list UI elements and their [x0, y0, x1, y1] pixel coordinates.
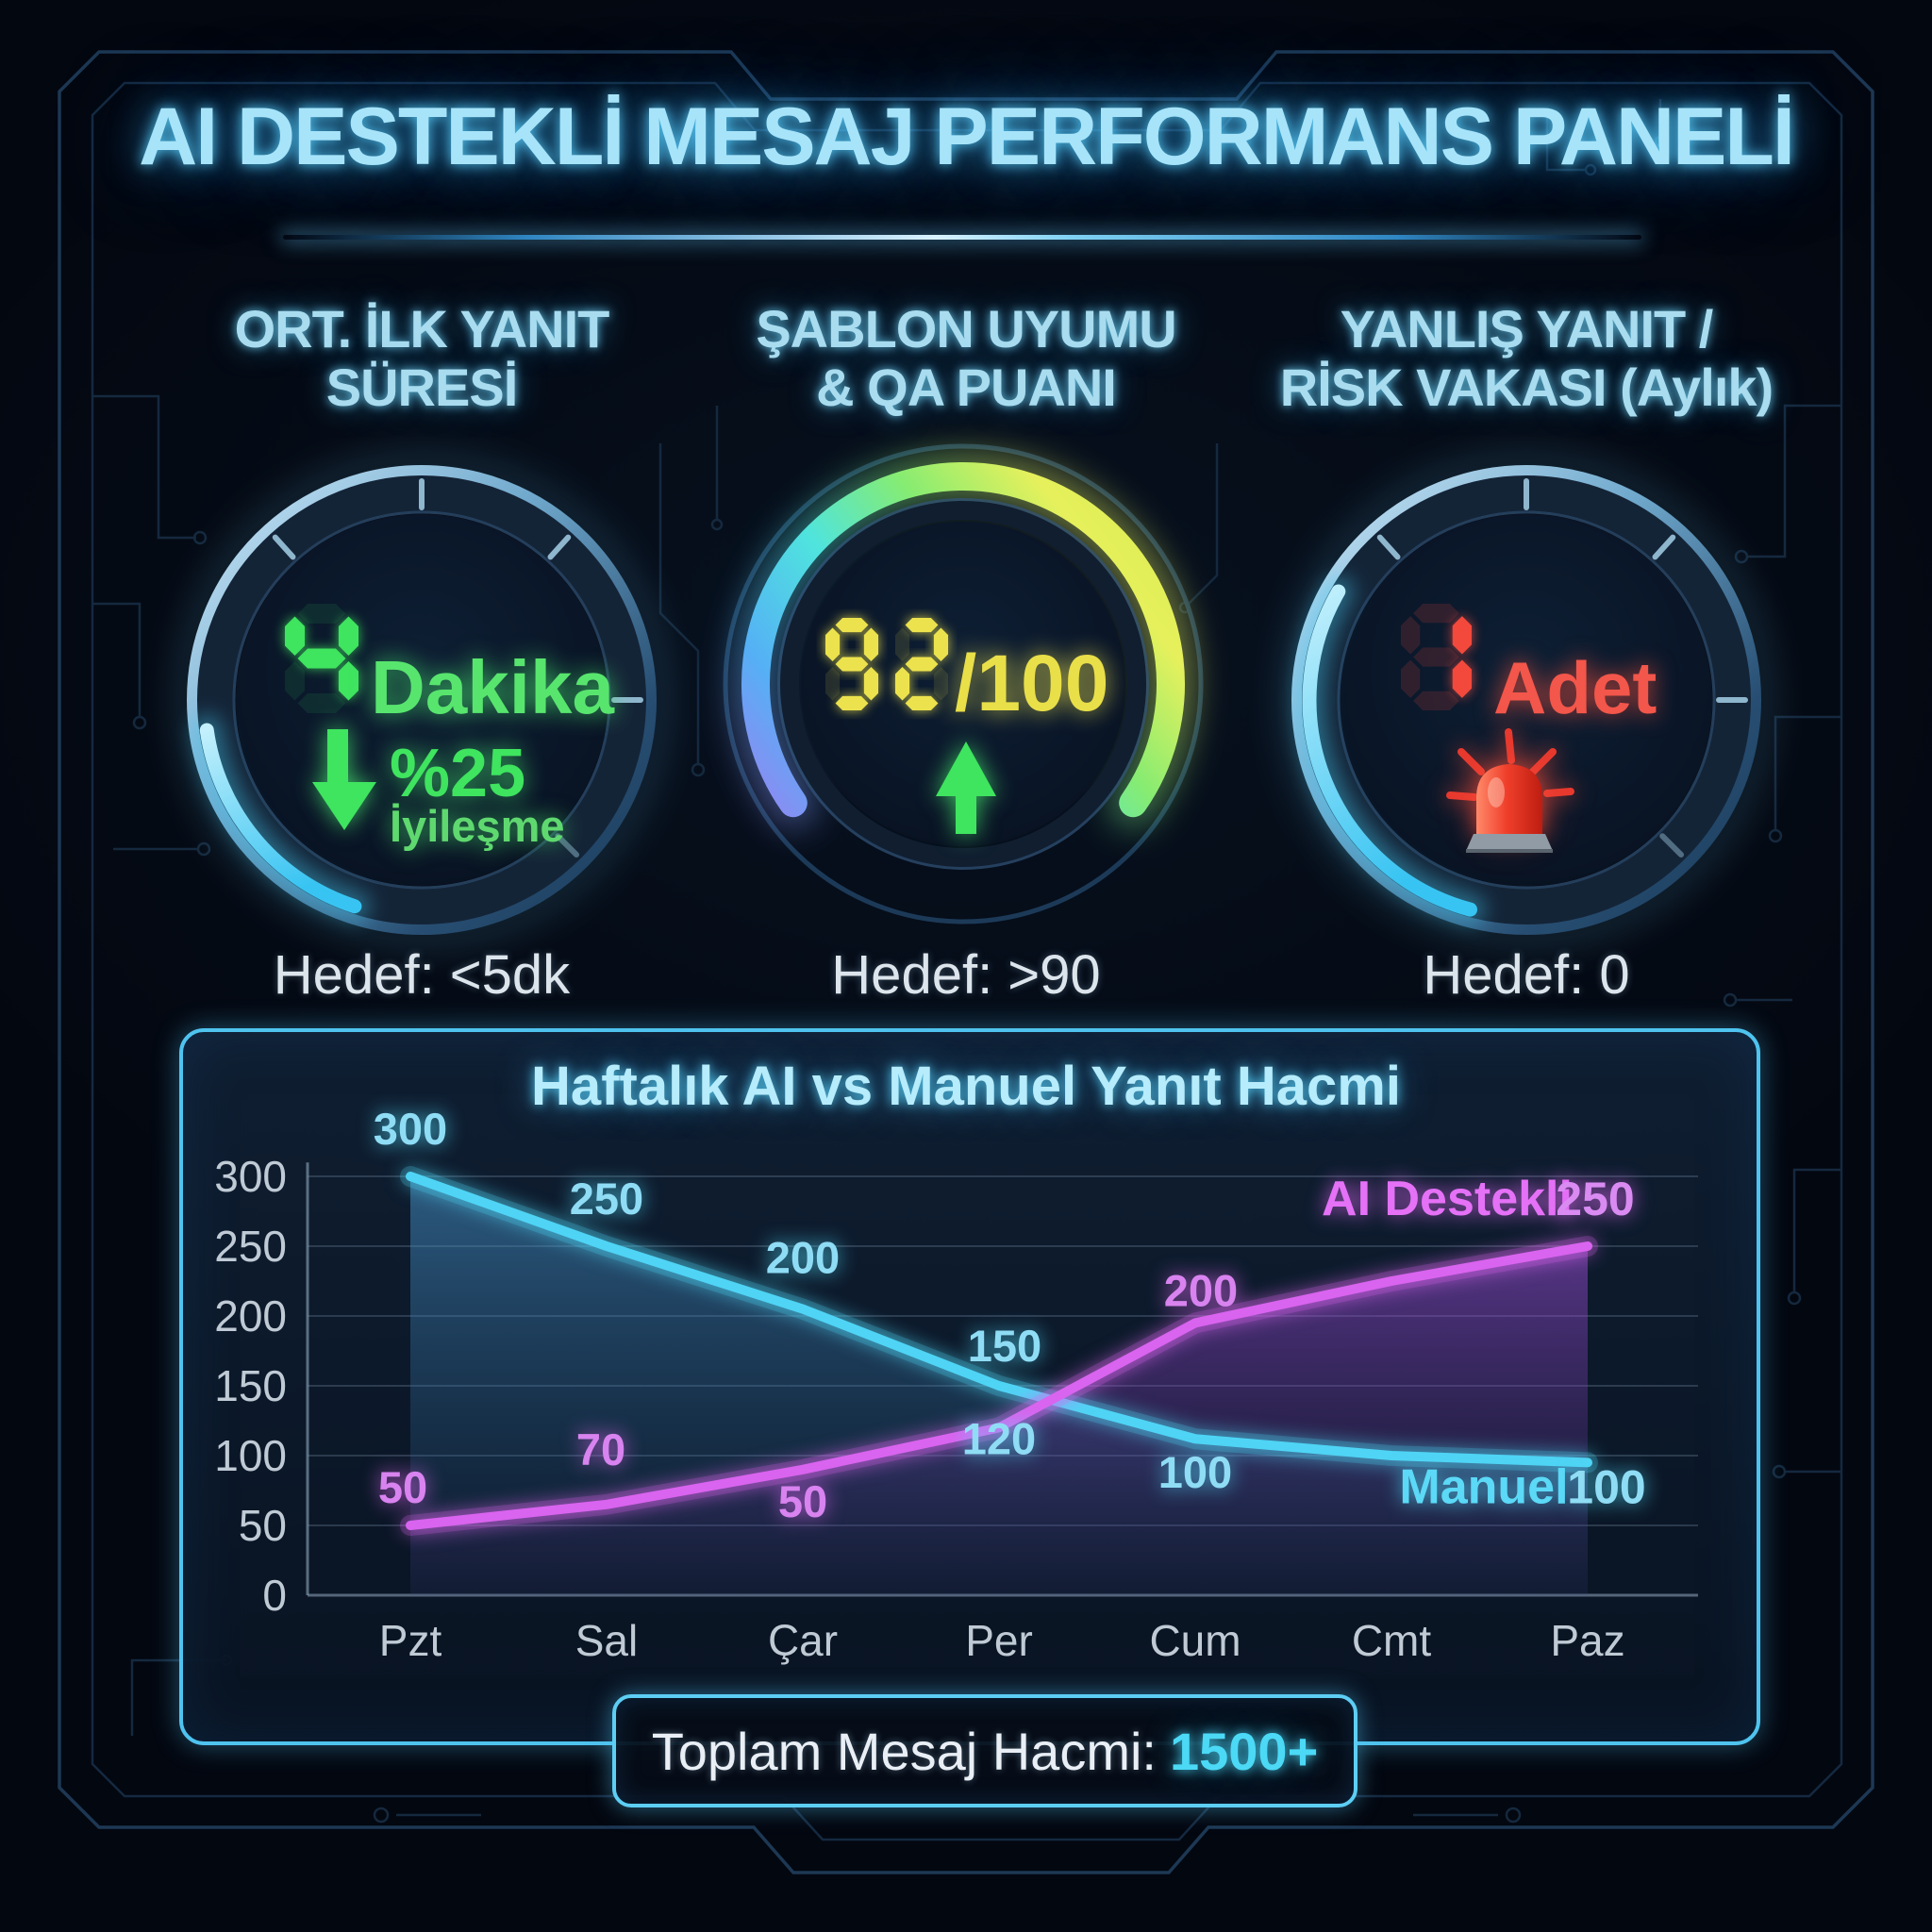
svg-text:200: 200	[214, 1291, 287, 1341]
target-response-time: Hedef: <5dk	[273, 944, 571, 1006]
svg-text:100: 100	[214, 1431, 287, 1480]
arrow-up-icon	[936, 741, 996, 834]
svg-text:Per: Per	[965, 1616, 1033, 1665]
svg-text:Paz: Paz	[1550, 1616, 1624, 1665]
svg-text:/100: /100	[955, 639, 1109, 727]
svg-text:300: 300	[374, 1104, 447, 1154]
total-volume-label: Toplam Mesaj Hacmi:	[651, 1721, 1157, 1781]
svg-text:150: 150	[968, 1321, 1041, 1371]
svg-text:Dakika: Dakika	[371, 645, 614, 729]
chart-title: Haftalık AI vs Manuel Yanıt Hacmi	[531, 1056, 1401, 1117]
svg-text:150: 150	[214, 1361, 287, 1410]
target-qa-score: Hedef: >90	[831, 944, 1101, 1006]
line-ai-destekli	[400, 1236, 1598, 1536]
total-volume-badge: Toplam Mesaj Hacmi: 1500+	[612, 1694, 1357, 1807]
svg-text:Cmt: Cmt	[1352, 1616, 1432, 1665]
gauge-title-response-time: ORT. İLK YANIT SÜRESİ	[234, 299, 610, 417]
arrow-down-icon	[312, 729, 376, 830]
svg-text:100: 100	[1158, 1447, 1232, 1497]
svg-text:Adet: Adet	[1493, 646, 1657, 729]
svg-text:50: 50	[239, 1501, 287, 1550]
svg-text:250: 250	[214, 1222, 287, 1271]
svg-text:Pzt: Pzt	[379, 1616, 442, 1665]
svg-text:250: 250	[1556, 1173, 1634, 1225]
svg-text:70: 70	[576, 1424, 625, 1474]
svg-text:0: 0	[262, 1571, 287, 1620]
target-risk: Hedef: 0	[1423, 944, 1630, 1006]
svg-text:Sal: Sal	[575, 1616, 638, 1665]
svg-text:İyileşme: İyileşme	[390, 801, 565, 851]
svg-text:300: 300	[214, 1152, 287, 1201]
svg-text:50: 50	[378, 1462, 427, 1512]
title-divider	[283, 235, 1641, 240]
svg-text:Çar: Çar	[768, 1616, 838, 1665]
svg-text:120: 120	[962, 1413, 1036, 1463]
line-manuel	[400, 1166, 1598, 1474]
svg-text:Cum: Cum	[1149, 1616, 1241, 1665]
seven-segment-display	[825, 618, 948, 710]
svg-text:AI Destekli: AI Destekli	[1322, 1172, 1573, 1226]
gauge-wrong-answer-risk: Adet	[1279, 453, 1774, 947]
seven-segment-display	[285, 604, 358, 713]
seven-segment-display	[1401, 604, 1472, 710]
gauge-title-qa-score: ŞABLON UYUMU & QA PUANI	[756, 299, 1176, 417]
total-volume-value: 1500+	[1169, 1721, 1319, 1781]
gauge-template-qa-score: /100	[723, 443, 1204, 924]
area-ai	[410, 1246, 1588, 1595]
svg-text:200: 200	[1164, 1265, 1238, 1315]
page-title: AI DESTEKLİ MESAJ PERFORMANS PANELİ	[139, 92, 1795, 182]
svg-text:200: 200	[766, 1233, 840, 1283]
svg-text:250: 250	[570, 1174, 643, 1224]
svg-text:%25: %25	[390, 736, 525, 811]
svg-text:Manuel: Manuel	[1399, 1459, 1568, 1514]
gauge-title-risk: YANLIŞ YANIT / RİSK VAKASI (Aylık)	[1279, 299, 1774, 417]
svg-text:50: 50	[778, 1476, 827, 1526]
siren-icon	[1446, 728, 1574, 853]
svg-text:100: 100	[1567, 1460, 1645, 1513]
